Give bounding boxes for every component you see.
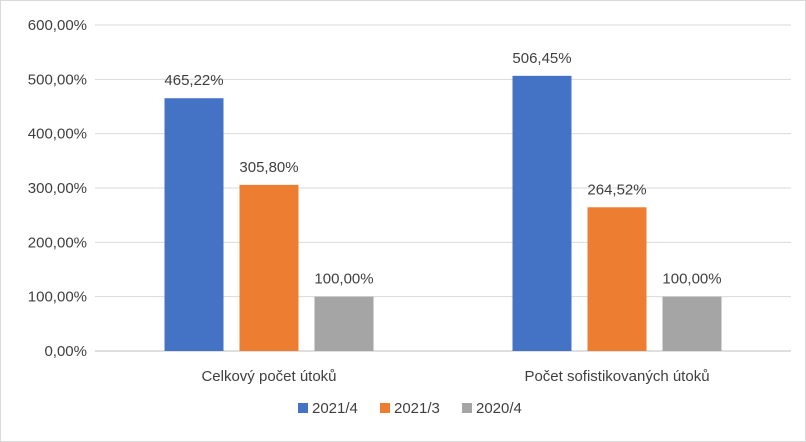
y-tick-label: 500,00% xyxy=(28,71,87,88)
data-labels: 465,22% 305,80% 100,00% 506,45% 264,52% 100,0… xyxy=(164,50,721,288)
bar-2020-4-1 xyxy=(662,296,722,351)
data-label: 100,00% xyxy=(314,271,373,288)
y-tick-label: 100,00% xyxy=(28,289,87,306)
bar-2021-3-1 xyxy=(587,207,647,351)
x-axis-category-labels: Celkový počet útoků Počet sofistikovaných… xyxy=(201,368,709,385)
legend-swatch xyxy=(380,403,390,413)
y-tick-label: 0,00% xyxy=(44,343,87,360)
y-tick-label: 200,00% xyxy=(28,234,87,251)
data-label: 506,45% xyxy=(512,50,571,67)
data-label: 100,00% xyxy=(662,271,721,288)
legend-label: 2021/3 xyxy=(394,400,440,417)
legend-swatch xyxy=(298,403,308,413)
data-label: 465,22% xyxy=(164,72,223,89)
bar-2021-4-1 xyxy=(512,75,572,352)
data-label: 305,80% xyxy=(239,159,298,176)
y-tick-label: 600,00% xyxy=(28,17,87,34)
legend-label: 2021/4 xyxy=(312,400,358,417)
legend: 2021/4 2021/3 2020/4 xyxy=(298,400,522,417)
bar-2021-4-0 xyxy=(164,98,224,351)
bar-2021-3-0 xyxy=(239,184,299,351)
data-label: 264,52% xyxy=(587,181,646,198)
bars xyxy=(164,75,722,352)
legend-swatch xyxy=(462,403,472,413)
y-tick-label: 400,00% xyxy=(28,126,87,143)
category-label: Počet sofistikovaných útoků xyxy=(524,368,709,385)
y-tick-label: 300,00% xyxy=(28,180,87,197)
bar-2020-4-0 xyxy=(314,296,374,351)
y-axis-tick-labels: 0,00% 100,00% 200,00% 300,00% 400,00% 500,00%… xyxy=(28,17,87,360)
category-label: Celkový počet útoků xyxy=(201,368,336,385)
legend-label: 2020/4 xyxy=(476,400,522,417)
